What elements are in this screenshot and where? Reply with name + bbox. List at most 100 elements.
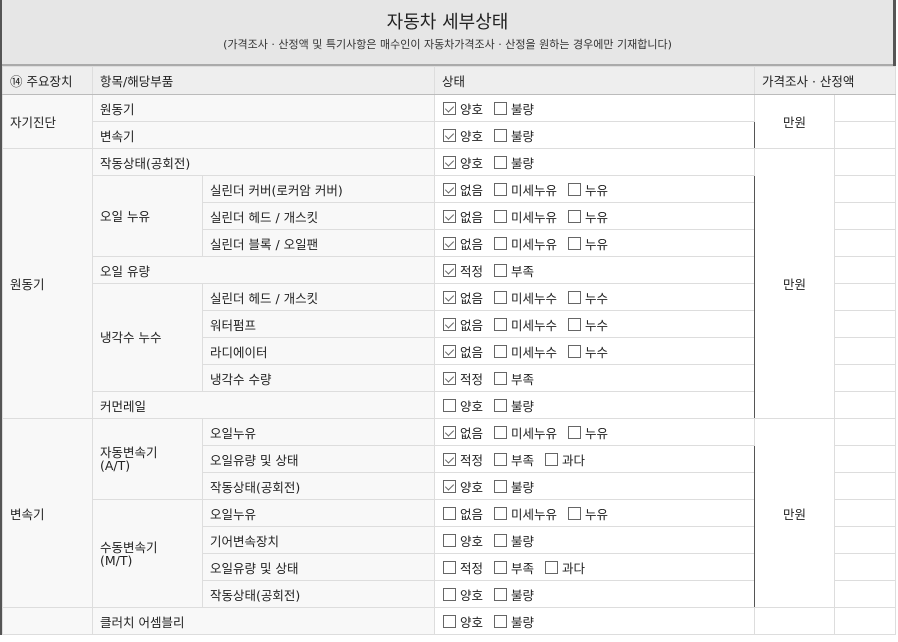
status-option[interactable]: 불량 — [494, 99, 534, 118]
status-option[interactable]: 미세누수 — [494, 315, 557, 334]
price-input-cell[interactable] — [833, 391, 897, 419]
checkbox-unchecked[interactable] — [494, 506, 508, 520]
checkbox-unchecked[interactable] — [494, 128, 508, 142]
status-option[interactable]: 미세누유 — [494, 180, 557, 199]
price-input-cell[interactable] — [833, 310, 897, 338]
checkbox-unchecked[interactable] — [494, 371, 508, 385]
status-option[interactable]: 양호 — [443, 126, 483, 145]
status-option[interactable]: 적정 — [443, 261, 483, 280]
checkbox-checked[interactable] — [443, 263, 456, 277]
status-option[interactable]: 부족 — [494, 369, 534, 388]
checkbox-checked[interactable] — [443, 236, 456, 250]
status-option[interactable]: 양호 — [443, 585, 483, 604]
checkbox-unchecked[interactable] — [443, 533, 456, 547]
checkbox-unchecked[interactable] — [443, 587, 456, 601]
status-option[interactable]: 불량 — [494, 531, 534, 550]
checkbox-unchecked[interactable] — [443, 398, 456, 412]
checkbox-unchecked[interactable] — [568, 236, 582, 250]
status-option[interactable]: 누유 — [568, 180, 608, 199]
checkbox-unchecked[interactable] — [568, 209, 582, 223]
status-option[interactable]: 누유 — [568, 234, 608, 253]
price-input-cell[interactable] — [833, 472, 897, 500]
checkbox-unchecked[interactable] — [494, 317, 508, 331]
status-option[interactable]: 없음 — [443, 423, 483, 442]
price-input-cell[interactable] — [833, 418, 897, 446]
price-input-cell[interactable] — [833, 580, 897, 608]
status-option[interactable]: 양호 — [443, 612, 483, 631]
status-option[interactable]: 누유 — [568, 504, 608, 523]
checkbox-checked[interactable] — [443, 371, 456, 385]
checkbox-unchecked[interactable] — [494, 587, 508, 601]
checkbox-unchecked[interactable] — [494, 452, 508, 466]
status-option[interactable]: 불량 — [494, 585, 534, 604]
checkbox-checked[interactable] — [443, 344, 456, 358]
status-option[interactable]: 부족 — [494, 450, 534, 469]
checkbox-unchecked[interactable] — [443, 560, 456, 574]
status-option[interactable]: 적정 — [443, 369, 483, 388]
status-option[interactable]: 불량 — [494, 477, 534, 496]
status-option[interactable]: 없음 — [443, 342, 483, 361]
status-option[interactable]: 양호 — [443, 477, 483, 496]
status-option[interactable]: 미세누유 — [494, 423, 557, 442]
status-option[interactable]: 불량 — [494, 126, 534, 145]
status-option[interactable]: 누수 — [568, 315, 608, 334]
checkbox-unchecked[interactable] — [545, 452, 559, 466]
status-option[interactable]: 없음 — [443, 234, 483, 253]
checkbox-unchecked[interactable] — [494, 290, 508, 304]
status-option[interactable]: 미세누유 — [494, 504, 557, 523]
status-option[interactable]: 없음 — [443, 180, 483, 199]
checkbox-unchecked[interactable] — [494, 182, 508, 196]
price-input-cell[interactable] — [833, 202, 897, 230]
status-option[interactable]: 미세누수 — [494, 342, 557, 361]
checkbox-checked[interactable] — [443, 479, 456, 493]
checkbox-unchecked[interactable] — [494, 425, 508, 439]
status-option[interactable]: 불량 — [494, 612, 534, 631]
checkbox-checked[interactable] — [443, 101, 456, 115]
status-option[interactable]: 불량 — [494, 153, 534, 172]
price-input-cell[interactable] — [833, 364, 897, 392]
checkbox-checked[interactable] — [443, 182, 456, 196]
price-input-cell[interactable] — [833, 337, 897, 365]
checkbox-checked[interactable] — [443, 128, 456, 142]
status-option[interactable]: 없음 — [443, 504, 483, 523]
checkbox-unchecked[interactable] — [494, 344, 508, 358]
price-input-cell[interactable] — [833, 526, 897, 554]
status-option[interactable]: 불량 — [494, 396, 534, 415]
checkbox-unchecked[interactable] — [568, 506, 582, 520]
checkbox-unchecked[interactable] — [443, 506, 456, 520]
status-option[interactable]: 없음 — [443, 315, 483, 334]
checkbox-checked[interactable] — [443, 425, 456, 439]
status-option[interactable]: 부족 — [494, 558, 534, 577]
price-input-cell[interactable] — [833, 607, 897, 635]
status-option[interactable]: 과다 — [545, 450, 585, 469]
status-option[interactable]: 누유 — [568, 207, 608, 226]
checkbox-unchecked[interactable] — [494, 263, 508, 277]
checkbox-unchecked[interactable] — [494, 479, 508, 493]
checkbox-unchecked[interactable] — [568, 317, 582, 331]
checkbox-checked[interactable] — [443, 209, 456, 223]
status-option[interactable]: 과다 — [545, 558, 585, 577]
checkbox-checked[interactable] — [443, 317, 456, 331]
checkbox-unchecked[interactable] — [494, 533, 508, 547]
checkbox-unchecked[interactable] — [568, 290, 582, 304]
price-input-cell[interactable] — [833, 148, 897, 176]
checkbox-checked[interactable] — [443, 155, 456, 169]
status-option[interactable]: 적정 — [443, 558, 483, 577]
status-option[interactable]: 부족 — [494, 261, 534, 280]
price-input-cell[interactable] — [833, 175, 897, 203]
status-option[interactable]: 없음 — [443, 207, 483, 226]
status-option[interactable]: 양호 — [443, 531, 483, 550]
status-option[interactable]: 미세누유 — [494, 234, 557, 253]
status-option[interactable]: 없음 — [443, 288, 483, 307]
checkbox-unchecked[interactable] — [443, 614, 456, 628]
checkbox-unchecked[interactable] — [494, 101, 508, 115]
price-input-cell[interactable] — [833, 499, 897, 527]
status-option[interactable]: 미세누유 — [494, 207, 557, 226]
status-option[interactable]: 양호 — [443, 396, 483, 415]
status-option[interactable]: 양호 — [443, 153, 483, 172]
checkbox-unchecked[interactable] — [494, 209, 508, 223]
checkbox-unchecked[interactable] — [568, 344, 582, 358]
checkbox-unchecked[interactable] — [494, 614, 508, 628]
price-input-cell[interactable] — [833, 94, 897, 122]
checkbox-unchecked[interactable] — [568, 182, 582, 196]
